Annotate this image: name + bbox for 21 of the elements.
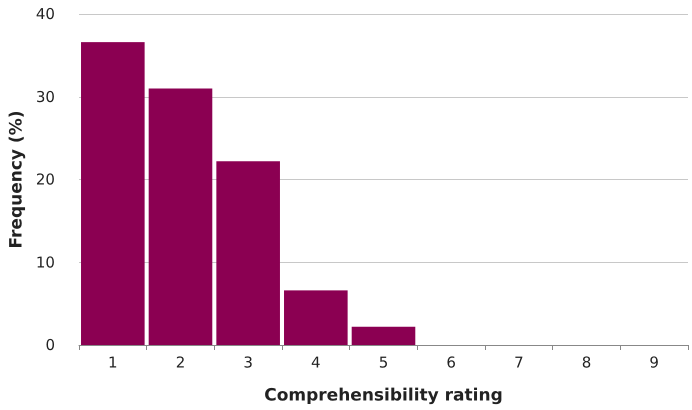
y-tick-label: 0: [45, 336, 55, 354]
bar: [352, 326, 416, 345]
x-tick-label: 3: [243, 354, 253, 372]
y-tick-label: 20: [36, 170, 55, 188]
bar: [284, 290, 348, 345]
x-axis-title: Comprehensibility rating: [264, 386, 503, 406]
x-tick-label: 6: [446, 354, 456, 372]
y-tick-label: 40: [36, 5, 55, 23]
x-tick-label: 7: [514, 354, 524, 372]
x-tick-label: 9: [649, 354, 659, 372]
bar: [216, 161, 280, 345]
y-tick-label: 30: [36, 88, 55, 106]
bar: [81, 42, 145, 345]
bar: [148, 88, 212, 345]
x-tick-label: 4: [311, 354, 321, 372]
y-axis-title: Frequency (%): [6, 110, 26, 248]
x-tick-label: 5: [378, 354, 388, 372]
y-tick-label: 10: [36, 253, 55, 272]
x-tick-label: 2: [176, 354, 186, 372]
x-tick-label: 1: [108, 354, 118, 372]
x-tick-label: 8: [582, 354, 592, 372]
